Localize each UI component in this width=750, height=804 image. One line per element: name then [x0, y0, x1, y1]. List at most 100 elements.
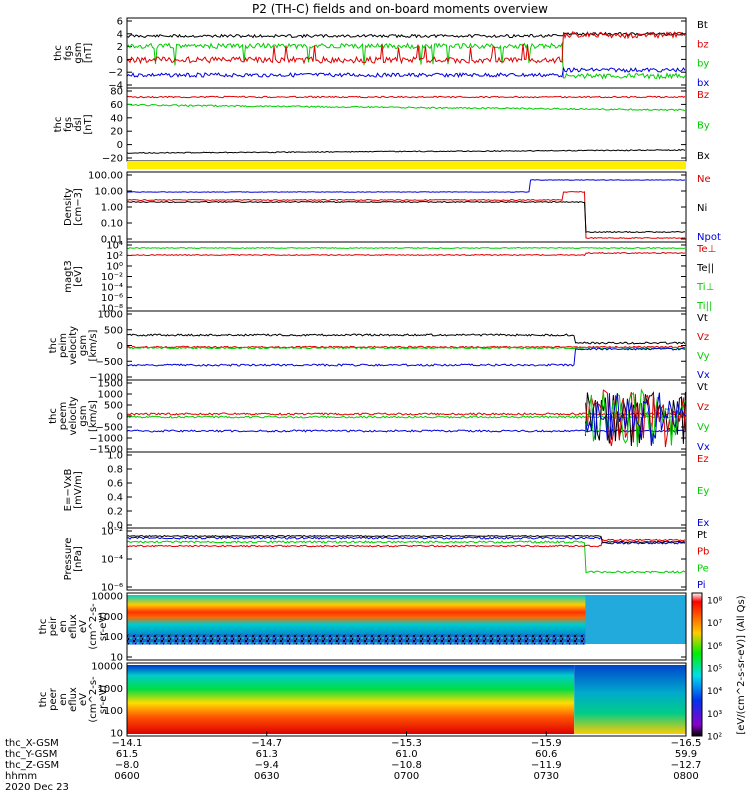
series-Ne	[127, 190, 686, 240]
ytick-label: −500	[96, 357, 123, 368]
xrow-value: −9.4	[255, 760, 279, 771]
ylabel-line: [nT]	[83, 43, 94, 63]
ylabel-line: [eV]	[73, 266, 84, 287]
panel-content-temperature	[127, 246, 686, 257]
ylabel-line: peim	[58, 333, 69, 358]
ytick-label: 0.4	[107, 493, 123, 504]
ylabel-line: thc	[38, 692, 49, 708]
ylabel-line: gsm	[78, 335, 89, 356]
colorbar-tick: 10⁴	[707, 687, 722, 697]
ylabel-line: magt3	[63, 260, 74, 293]
legend-item: bz	[697, 39, 709, 50]
ytick-label: 0	[117, 55, 123, 66]
panel-content-fgs-gsm	[127, 30, 686, 80]
ytick-label: 10⁻⁶	[101, 583, 123, 594]
xrow-value: −11.9	[531, 760, 562, 771]
series-Npot	[127, 179, 686, 193]
ytick-label: 0	[117, 140, 123, 151]
ylabel-line: fgs	[63, 45, 74, 60]
legend-item: Vt	[697, 382, 708, 393]
panel-content-peer-spec	[127, 665, 686, 734]
xrow-label: thc_Y-GSM	[5, 749, 57, 760]
panel-fgs-dsl: thc fgs dsl [nT] 80 60 40 20 0 −20 Bz By Bx	[53, 87, 710, 165]
xrow-value: 0730	[534, 771, 559, 782]
x-axis-annotation: thc_X-GSM −14.1 −14.7 −15.3 −15.9 −16.5 thc_Y-…	[5, 731, 701, 793]
series-Pi	[127, 536, 686, 545]
legend-item: Ni	[697, 203, 707, 214]
ylabel-line: velocity	[68, 326, 79, 365]
series-Pe	[127, 540, 686, 574]
ytick-label: 100.00	[88, 171, 123, 182]
ylabel-line: E=−VxB	[63, 469, 74, 512]
series-bz	[127, 30, 686, 65]
ytick-label: 100	[104, 706, 123, 717]
ytick-label: 10⁻⁴	[101, 283, 123, 294]
xrow-value: −10.8	[391, 760, 422, 771]
ylabel-line: sr-eV)	[98, 685, 109, 714]
panel-frame	[126, 527, 687, 591]
ytick-label: 20	[110, 127, 123, 138]
legend-item: By	[697, 121, 710, 132]
panel-frame	[126, 171, 687, 243]
spectrogram-electron	[127, 665, 575, 734]
panel-peim-velocity: thc peim velocity gsm [km/s] 1000 500 0 −500 −100…	[48, 310, 710, 384]
series-Pt	[127, 534, 686, 544]
ylabel-line: [cm−3]	[73, 188, 84, 226]
xrow-value: 0800	[673, 771, 698, 782]
colorbar: 10⁸ 10⁷ 10⁶ 10⁵ 10⁴ 10³ 10² [eV/(cm^2-s-sr-eV)]…	[691, 592, 747, 743]
xrow-value: −16.5	[671, 738, 702, 749]
ytick-label: 10000	[91, 662, 123, 673]
xrow-value: 0630	[254, 771, 279, 782]
legend-item: Vy	[697, 422, 710, 433]
ylabel-line: Density	[63, 188, 74, 226]
colorbar-gradient	[691, 592, 703, 737]
panel-content-density	[127, 179, 686, 240]
ylabel-line: en	[58, 693, 69, 706]
ytick-label: 0.0	[107, 521, 123, 532]
ylabel-line: thc	[48, 338, 59, 354]
legend-item: Pe	[697, 563, 709, 574]
legend-item: Npot	[697, 232, 721, 243]
ylabel-line: (cm^2-s-	[88, 603, 99, 650]
xrow-value: −15.9	[531, 738, 562, 749]
legend-item: Vy	[697, 351, 710, 362]
xrow-value: −15.3	[391, 738, 422, 749]
status-bar	[127, 161, 686, 169]
ytick-label: 10	[110, 653, 123, 664]
ytick-label: 100	[104, 632, 123, 643]
panel-pressure: Pressure [nPa] 10⁻² 10⁻⁴ 10⁻⁶ Pt Pb Pe Pi	[63, 527, 709, 594]
panel-content-peir-spec	[127, 595, 686, 645]
spectrogram-ion-late	[585, 595, 686, 644]
series-Pb	[127, 538, 686, 548]
ytick-label: 10⁻⁶	[101, 293, 123, 304]
legend-item: Pt	[697, 530, 707, 541]
ylabel-line: thc	[48, 408, 59, 424]
legend-item: Pb	[697, 547, 709, 558]
legend-item: Ti||	[696, 301, 712, 312]
ylabel-line: Pressure	[63, 538, 74, 581]
series-Bx	[127, 148, 686, 154]
series-Te-perp	[127, 251, 686, 257]
panel-content-pressure	[127, 534, 686, 574]
ytick-label: 2	[117, 42, 123, 53]
legend-item: Te||	[696, 263, 714, 274]
panel-peer-spec: thc peer en eflux eV (cm^2-s-sr-eV) 10000 1000 1…	[38, 662, 687, 740]
colorbar-label: [eV/(cm^2-s-sr-eV)] (All Qs)	[736, 595, 747, 734]
ytick-label: 1000	[98, 310, 123, 321]
panel-frame	[126, 592, 687, 661]
spectrogram-ion-noise	[127, 634, 586, 645]
xrow-value: 60.6	[535, 749, 557, 760]
ylabel-line: thc	[38, 619, 49, 635]
ylabel-line: dsl	[73, 117, 84, 131]
colorbar-tick: 10³	[707, 710, 722, 720]
legend-item: Vx	[697, 442, 710, 453]
ytick-label: 10⁻²	[101, 527, 123, 538]
ytick-label: 0.8	[107, 465, 123, 476]
ytick-label: −20	[102, 154, 123, 165]
panel-frame	[126, 310, 687, 381]
ylabel-line: eV	[78, 620, 89, 633]
ytick-label: 1000	[98, 684, 123, 695]
